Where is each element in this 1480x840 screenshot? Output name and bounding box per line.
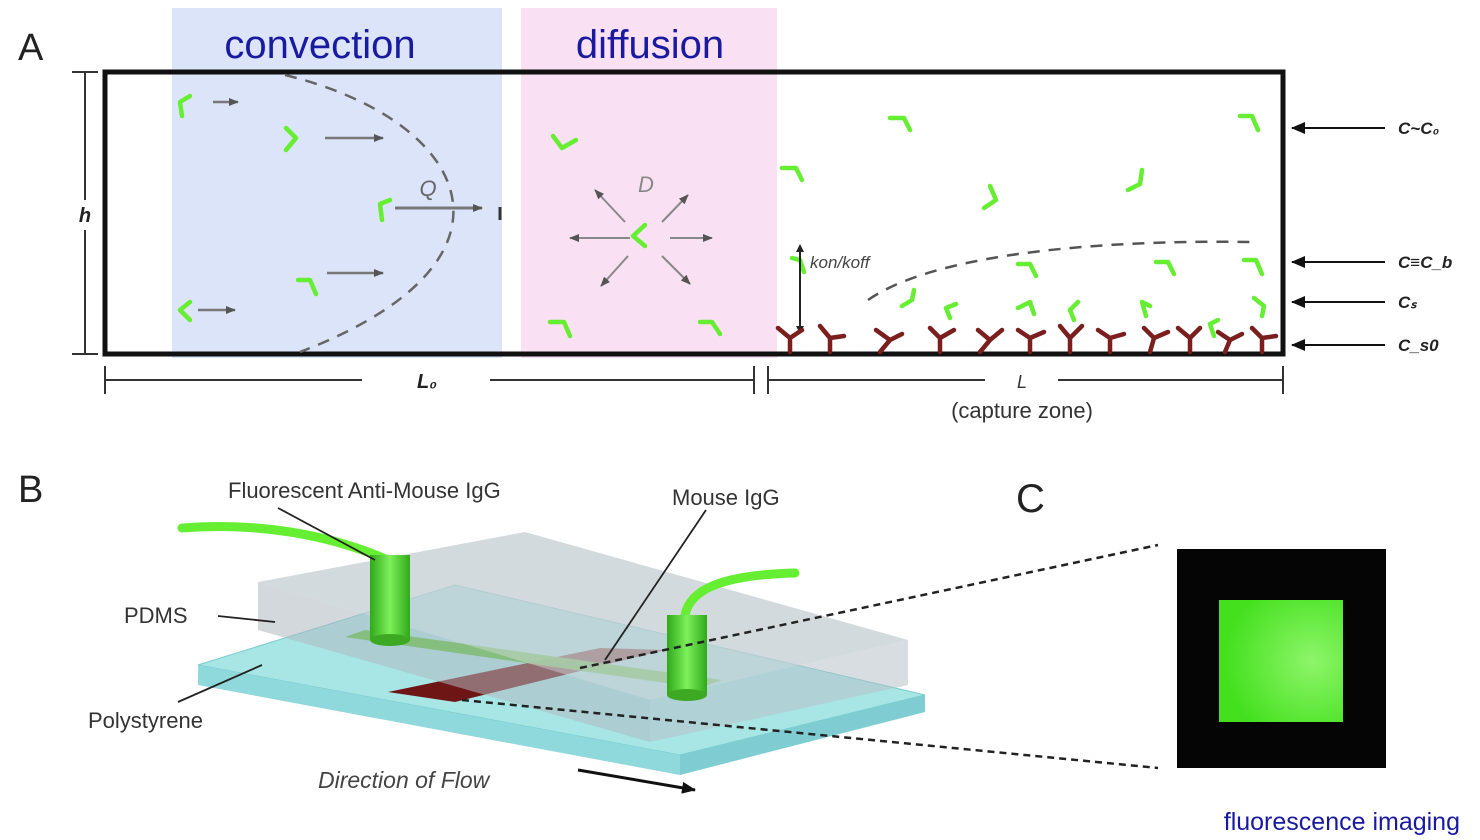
polystyrene-base-front bbox=[198, 665, 680, 775]
diffusion-coefficient-label: D bbox=[638, 172, 654, 197]
binding-rate-label: kon/koff bbox=[810, 253, 872, 272]
panel-c-letter: C bbox=[1016, 477, 1045, 521]
fluorescence-image-spot bbox=[1219, 600, 1343, 722]
boundary-layer-curve bbox=[867, 240, 1251, 302]
channel-outline bbox=[102, 69, 1286, 357]
leader-lines bbox=[177, 507, 707, 703]
concentration-surface-initial-label: C_s0 bbox=[1398, 336, 1439, 355]
concentration-pointers bbox=[1291, 122, 1385, 351]
panel-b: B Fluorescent Anti-Mouse IgG Mo bbox=[18, 469, 1159, 794]
length-dimension bbox=[104, 366, 1284, 394]
panel-b-letter: B bbox=[18, 469, 43, 511]
pdms-label: PDMS bbox=[124, 603, 188, 628]
pdms-block-top bbox=[258, 532, 908, 700]
concentration-surface-label: Cₛ bbox=[1398, 293, 1417, 312]
inlet-tube-line bbox=[177, 522, 393, 565]
analyte-molecules bbox=[177, 93, 1267, 339]
diffusion-arrows bbox=[569, 189, 713, 287]
fluorescent-antibody-label: Fluorescent Anti-Mouse IgG bbox=[228, 478, 501, 503]
height-label: h bbox=[79, 205, 91, 227]
flow-direction-arrow bbox=[577, 768, 696, 794]
projection-line-top bbox=[579, 543, 1159, 670]
height-dimension: h bbox=[72, 71, 98, 355]
concentration-boundary-label: C≡C_b bbox=[1398, 253, 1452, 272]
entrance-length-label: L₀ bbox=[417, 371, 437, 393]
panel-a: A convection diffusion h Q bbox=[18, 8, 1452, 423]
capture-length-label: L bbox=[1017, 372, 1027, 392]
convection-arrows bbox=[198, 98, 483, 314]
pdms-block-front bbox=[258, 582, 650, 742]
fluorescence-imaging-caption: fluorescence imaging bbox=[1224, 808, 1460, 836]
projection-line-bottom bbox=[461, 698, 1159, 770]
diffusion-label: diffusion bbox=[576, 23, 724, 67]
flow-profile-curve bbox=[284, 73, 455, 354]
outlet-tube-line bbox=[680, 568, 800, 620]
flow-direction-label: Direction of Flow bbox=[318, 767, 491, 793]
outlet-port bbox=[667, 615, 707, 695]
panel-a-letter: A bbox=[18, 27, 44, 69]
capture-antibodies bbox=[775, 323, 1279, 355]
panel-c: C fluorescence imaging bbox=[1016, 477, 1460, 836]
concentration-bulk-label: C~C₀ bbox=[1398, 119, 1439, 138]
binding-rate-indicator: kon/koff bbox=[796, 244, 872, 334]
mouse-igg-label: Mouse IgG bbox=[672, 485, 780, 510]
polystyrene-base-side bbox=[680, 695, 925, 775]
convection-region bbox=[172, 8, 502, 358]
diffusion-region bbox=[521, 8, 777, 358]
inlet-port bbox=[370, 555, 410, 640]
polystyrene-label: Polystyrene bbox=[88, 708, 203, 733]
pdms-block-side bbox=[650, 640, 908, 742]
flow-rate-label: Q bbox=[419, 176, 436, 201]
convection-label: convection bbox=[224, 23, 415, 67]
capture-zone-label: (capture zone) bbox=[951, 398, 1093, 423]
